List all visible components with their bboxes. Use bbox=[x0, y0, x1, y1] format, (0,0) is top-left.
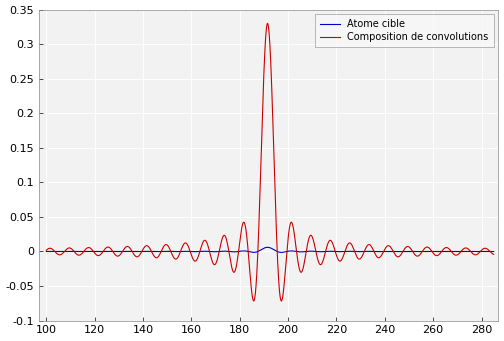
Atome cible bbox=[265, 245, 271, 249]
Composition de convolutions bbox=[377, 255, 383, 259]
Composition de convolutions bbox=[265, 21, 271, 26]
Composition de convolutions bbox=[490, 252, 496, 256]
Atome cible bbox=[311, 249, 318, 253]
Composition de convolutions bbox=[311, 244, 318, 248]
Atome cible bbox=[278, 250, 284, 254]
Atome cible bbox=[124, 249, 131, 253]
Atome cible bbox=[43, 249, 49, 253]
Atome cible bbox=[214, 250, 220, 254]
Line: Composition de convolutions: Composition de convolutions bbox=[46, 24, 493, 301]
Composition de convolutions bbox=[43, 248, 49, 252]
Atome cible bbox=[377, 250, 383, 254]
Composition de convolutions bbox=[411, 252, 417, 256]
Composition de convolutions bbox=[334, 256, 340, 260]
Composition de convolutions bbox=[214, 258, 220, 262]
Line: Atome cible: Atome cible bbox=[46, 247, 493, 252]
Legend: Atome cible, Composition de convolutions: Atome cible, Composition de convolutions bbox=[316, 14, 493, 47]
Atome cible bbox=[334, 250, 340, 254]
Composition de convolutions bbox=[124, 244, 131, 249]
Atome cible bbox=[490, 250, 496, 254]
Atome cible bbox=[411, 250, 417, 254]
Composition de convolutions bbox=[278, 299, 284, 303]
